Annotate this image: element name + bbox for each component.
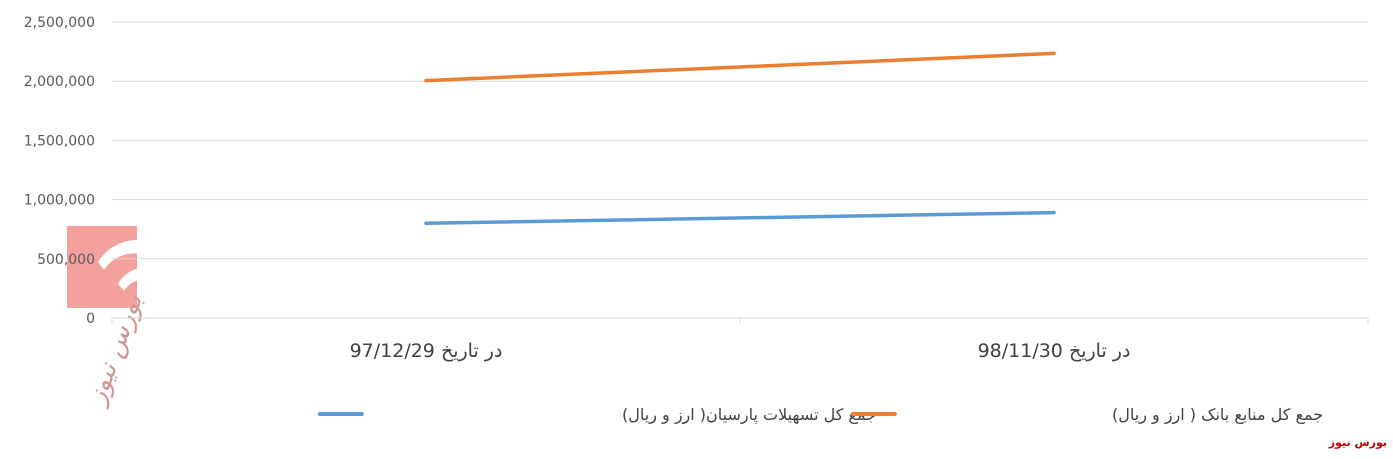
- y-tick-label: 2,500,000: [24, 15, 95, 31]
- data-point: [1052, 51, 1056, 55]
- watermark-logo-arc-2: [118, 267, 160, 291]
- data-point: [424, 221, 428, 225]
- watermark-text: بورس نیوز: [1328, 436, 1387, 449]
- legend: جمع کل تسهیلات پارسیان( ارز و ریال) جمع ک…: [317, 405, 1323, 425]
- axis-layer: 0 500,000 1,000,000 1,500,000 2,000,000 2,500…: [24, 15, 1369, 362]
- y-tick-label: 2,000,000: [24, 74, 95, 90]
- series-layer: [424, 51, 1056, 226]
- y-tick-label: 0: [86, 311, 95, 327]
- series-line-1: [424, 210, 1056, 226]
- watermark-logo-text: بورس نیوز: [81, 290, 149, 410]
- legend-label: جمع کل تسهیلات پارسیان( ارز و ریال): [622, 405, 876, 425]
- data-point: [1052, 211, 1056, 215]
- y-tick-label: 1,500,000: [24, 133, 95, 149]
- y-tick-label: 1,000,000: [24, 193, 95, 209]
- legend-label: جمع کل منابع بانک ( ارز و ریال): [1112, 405, 1323, 425]
- watermark-logo-arc-1: [98, 239, 160, 270]
- x-tick-label: در تاریخ 97/12/29: [350, 340, 503, 362]
- y-tick-label: 500,000: [37, 252, 95, 268]
- series-line-2: [424, 51, 1056, 83]
- data-point: [424, 79, 428, 83]
- x-tick-label: در تاریخ 98/11/30: [978, 340, 1131, 362]
